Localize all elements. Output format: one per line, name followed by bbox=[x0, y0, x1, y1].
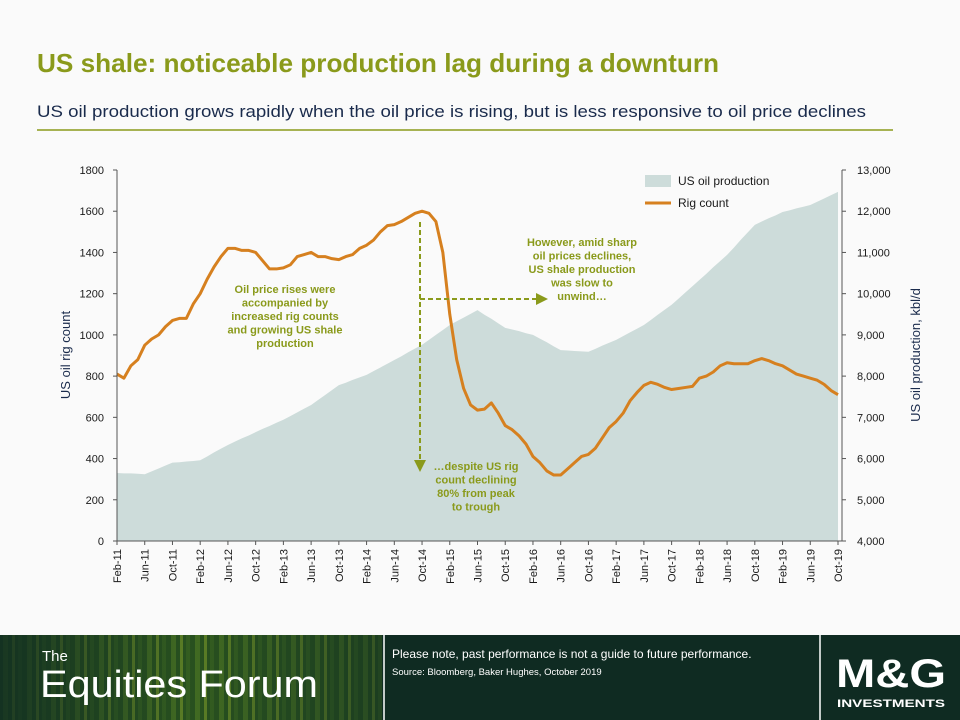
legend-label: US oil production bbox=[678, 174, 769, 188]
y2-tick-label: 8,000 bbox=[857, 371, 885, 383]
y-tick-label: 200 bbox=[86, 495, 104, 507]
y2-tick-label: 12,000 bbox=[857, 206, 891, 218]
logo-sub: INVESTMENTS bbox=[837, 698, 945, 710]
annotation: unwind… bbox=[557, 291, 607, 303]
x-tick-label: Jun-19 bbox=[805, 549, 817, 583]
x-tick-label: Feb-12 bbox=[195, 549, 207, 584]
y2-tick-label: 6,000 bbox=[857, 454, 885, 466]
y-tick-label: 1200 bbox=[80, 289, 104, 301]
disclaimer: Please note, past performance is not a g… bbox=[392, 647, 752, 661]
x-tick-label: Jun-16 bbox=[556, 549, 568, 583]
chart: 0 200 400 600 800 1000 1200 1400 1600 1800 4,000 5,… bbox=[58, 165, 923, 584]
x-tick-label: Jun-13 bbox=[306, 549, 318, 583]
annotation: 80% from peak bbox=[437, 488, 516, 500]
y2-tick-label: 13,000 bbox=[857, 165, 891, 177]
x-tick-label: Oct-18 bbox=[750, 549, 762, 582]
y-axis-label: US oil rig count bbox=[58, 311, 73, 400]
y-tick-label: 1000 bbox=[80, 330, 104, 342]
x-tick-label: Oct-16 bbox=[583, 549, 595, 582]
annotation: Oil price rises were bbox=[235, 284, 336, 296]
x-tick-label: Jun-11 bbox=[140, 549, 152, 582]
x-tick-label: Feb-15 bbox=[445, 549, 457, 584]
y-tick-label: 1400 bbox=[80, 247, 104, 259]
x-tick-label: Feb-11 bbox=[112, 549, 124, 583]
x-tick-label: Oct-17 bbox=[667, 549, 679, 582]
production-area bbox=[117, 191, 838, 541]
annotation: oil prices declines, bbox=[533, 251, 631, 263]
y2-tick-label: 9,000 bbox=[857, 330, 885, 342]
annotation: production bbox=[256, 338, 314, 350]
x-tick-label: Feb-14 bbox=[362, 549, 374, 584]
annotation: was slow to bbox=[550, 278, 613, 290]
x-tick-label: Feb-18 bbox=[694, 549, 706, 584]
x-tick-label: Oct-15 bbox=[500, 549, 512, 582]
y2-axis-label: US oil production, kbl/d bbox=[908, 288, 923, 422]
annotation: accompanied by bbox=[242, 298, 329, 310]
x-tick-label: Oct-12 bbox=[251, 549, 263, 582]
legend-swatch bbox=[645, 175, 671, 187]
brand: Equities Forum bbox=[40, 664, 318, 706]
y-tick-label: 800 bbox=[86, 371, 104, 383]
y2-tick-label: 11,000 bbox=[857, 247, 890, 259]
source: Source: Bloomberg, Baker Hughes, October… bbox=[392, 667, 602, 678]
y-tick-label: 1800 bbox=[80, 165, 104, 177]
y2-tick-label: 7,000 bbox=[857, 412, 885, 424]
y2-tick-label: 10,000 bbox=[857, 289, 891, 301]
y-tick-label: 0 bbox=[98, 536, 104, 548]
x-tick-label: Oct-13 bbox=[334, 549, 346, 582]
annotation: …despite US rig bbox=[434, 461, 519, 473]
x-tick-label: Feb-17 bbox=[611, 549, 623, 584]
footer-stripes-shade bbox=[0, 635, 382, 720]
annotation: to trough bbox=[452, 502, 501, 514]
annotation: However, amid sharp bbox=[527, 237, 637, 249]
y2-tick-label: 4,000 bbox=[857, 536, 885, 548]
annotation: and growing US shale bbox=[228, 325, 343, 337]
rig-count-line bbox=[116, 209, 839, 477]
brand-small: The bbox=[42, 648, 68, 665]
slide-title: US shale: noticeable production lag duri… bbox=[37, 48, 719, 78]
x-tick-label: Feb-19 bbox=[778, 549, 790, 584]
slide-subtitle: US oil production grows rapidly when the… bbox=[37, 102, 866, 121]
annotation: increased rig counts bbox=[231, 311, 339, 323]
y-tick-label: 1600 bbox=[80, 206, 104, 218]
arrow-head bbox=[414, 460, 426, 472]
legend-label: Rig count bbox=[678, 196, 729, 210]
x-tick-label: Oct-11 bbox=[167, 549, 179, 581]
x-tick-label: Oct-19 bbox=[833, 549, 845, 582]
logo: M&G bbox=[836, 652, 946, 696]
arrow-head bbox=[536, 293, 548, 305]
x-tick-label: Jun-12 bbox=[223, 549, 235, 583]
x-tick-label: Feb-13 bbox=[278, 549, 290, 584]
x-tick-label: Oct-14 bbox=[417, 549, 429, 582]
x-tick-label: Jun-14 bbox=[389, 549, 401, 583]
annotation: US shale production bbox=[529, 264, 636, 276]
y2-tick-label: 5,000 bbox=[857, 495, 885, 507]
y-tick-label: 600 bbox=[86, 412, 104, 424]
annotation: count declining bbox=[435, 475, 516, 487]
x-tick-label: Jun-15 bbox=[473, 549, 485, 583]
y-tick-label: 400 bbox=[86, 454, 104, 466]
x-tick-label: Jun-17 bbox=[639, 549, 651, 583]
x-tick-label: Jun-18 bbox=[722, 549, 734, 583]
x-tick-label: Feb-16 bbox=[528, 549, 540, 584]
